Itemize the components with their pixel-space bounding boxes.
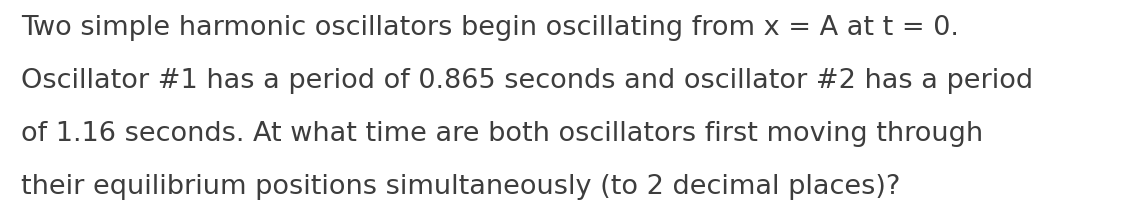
Text: Two simple harmonic oscillators begin oscillating from x = A at t = 0.: Two simple harmonic oscillators begin os… [21, 15, 959, 41]
Text: their equilibrium positions simultaneously (to 2 decimal places)?: their equilibrium positions simultaneous… [21, 174, 900, 200]
Text: Oscillator #1 has a period of 0.865 seconds and oscillator #2 has a period: Oscillator #1 has a period of 0.865 seco… [21, 68, 1033, 94]
Text: of 1.16 seconds. At what time are both oscillators first moving through: of 1.16 seconds. At what time are both o… [21, 121, 983, 147]
